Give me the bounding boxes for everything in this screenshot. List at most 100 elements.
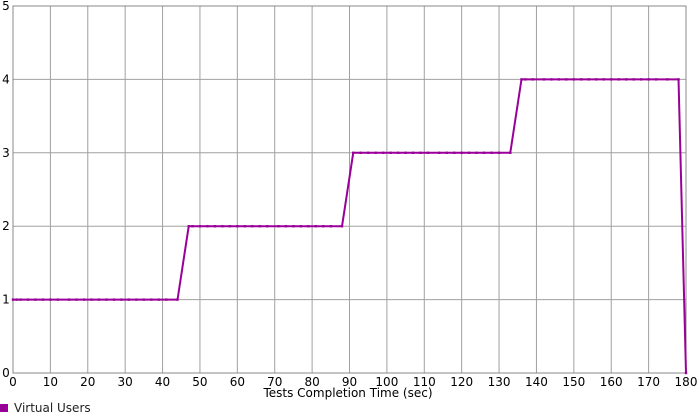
- data-point: [228, 225, 232, 228]
- data-point: [595, 78, 598, 81]
- data-point: [258, 225, 261, 228]
- data-point: [82, 298, 86, 301]
- data-point: [49, 298, 52, 301]
- y-tick-label: 0: [2, 366, 10, 380]
- x-tick-label: 100: [375, 375, 398, 389]
- legend-label: Virtual Users: [14, 401, 91, 415]
- data-point: [366, 151, 370, 154]
- data-point: [292, 225, 295, 228]
- data-point: [374, 151, 377, 154]
- data-point: [314, 225, 318, 228]
- data-point: [452, 151, 456, 154]
- data-point: [565, 78, 568, 81]
- data-point: [176, 298, 179, 301]
- data-point: [617, 78, 620, 81]
- data-point: [340, 225, 344, 228]
- data-point: [542, 78, 546, 81]
- x-tick-label: 30: [118, 375, 133, 389]
- x-tick-label: 50: [192, 375, 207, 389]
- data-point: [277, 225, 280, 228]
- data-point: [419, 151, 422, 154]
- x-tick-label: 20: [80, 375, 95, 389]
- legend-swatch: [0, 404, 8, 412]
- plot-border: [12, 5, 687, 374]
- x-axis-title: Tests Completion Time (sec): [262, 386, 432, 400]
- data-point: [221, 225, 224, 228]
- data-point: [610, 78, 613, 81]
- x-tick-label: 180: [675, 375, 698, 389]
- data-point: [460, 151, 463, 154]
- data-point: [150, 298, 153, 301]
- data-point: [438, 151, 441, 154]
- y-tick-label: 1: [2, 293, 10, 307]
- data-point: [120, 298, 123, 301]
- x-tick-label: 120: [450, 375, 473, 389]
- data-point: [389, 151, 392, 154]
- x-tick-label: 130: [488, 375, 511, 389]
- data-point: [34, 298, 37, 301]
- x-axis-ticks: 0 10 20 30 40 50 60 70 80 90 100 110 120 130 140 150 160…: [9, 375, 697, 389]
- data-point: [352, 151, 355, 154]
- x-tick-label: 140: [525, 375, 548, 389]
- data-point: [19, 298, 22, 301]
- x-tick-label: 70: [267, 375, 282, 389]
- chart: 0 10 20 30 40 50 60 70 80 90 100 110 120 130 140 150 160…: [2, 0, 697, 400]
- data-point: [41, 298, 45, 301]
- x-tick-label: 90: [342, 375, 357, 389]
- data-point: [198, 225, 202, 228]
- data-point: [520, 78, 523, 81]
- data-point: [284, 225, 288, 228]
- x-tick-label: 40: [155, 375, 170, 389]
- y-tick-label: 4: [2, 72, 10, 86]
- data-point: [557, 78, 561, 81]
- data-point: [666, 78, 669, 81]
- data-point: [550, 78, 553, 81]
- data-point: [329, 225, 333, 228]
- data-point: [404, 151, 407, 154]
- data-point: [587, 78, 590, 81]
- data-point: [307, 225, 310, 228]
- data-point: [475, 151, 478, 154]
- y-axis-ticks: 0 1 2 3 4 5: [2, 0, 10, 380]
- data-point: [411, 151, 415, 154]
- data-point: [639, 78, 643, 81]
- x-tick-label: 60: [230, 375, 245, 389]
- x-tick-label: 150: [562, 375, 585, 389]
- data-point: [243, 225, 247, 228]
- data-point: [191, 225, 194, 228]
- data-point: [75, 298, 78, 301]
- data-point: [206, 225, 209, 228]
- data-point: [299, 225, 303, 228]
- y-tick-label: 2: [2, 219, 10, 233]
- data-point: [381, 151, 385, 154]
- data-point: [602, 78, 605, 81]
- x-tick-label: 170: [637, 375, 660, 389]
- data-point: [213, 225, 217, 228]
- data-point: [632, 78, 635, 81]
- x-tick-label: 80: [304, 375, 319, 389]
- data-point: [11, 298, 15, 301]
- data-point: [266, 225, 269, 228]
- data-point: [157, 298, 161, 301]
- y-tick-label: 5: [2, 0, 10, 13]
- y-tick-label: 3: [2, 146, 10, 160]
- data-point: [684, 371, 688, 375]
- data-point: [90, 298, 93, 301]
- data-point: [509, 151, 512, 154]
- data-point: [236, 225, 239, 228]
- data-point: [105, 298, 108, 301]
- data-point: [142, 298, 146, 301]
- data-point: [524, 78, 527, 81]
- data-point: [67, 298, 71, 301]
- data-point: [467, 151, 471, 154]
- data-point: [359, 151, 362, 154]
- x-tick-label: 160: [600, 375, 623, 389]
- data-point: [396, 151, 400, 154]
- data-point: [624, 78, 628, 81]
- data-point: [654, 78, 658, 81]
- data-point: [490, 151, 493, 154]
- data-point: [127, 298, 131, 301]
- data-point: [572, 78, 576, 81]
- data-point: [165, 298, 168, 301]
- data-point: [497, 151, 501, 154]
